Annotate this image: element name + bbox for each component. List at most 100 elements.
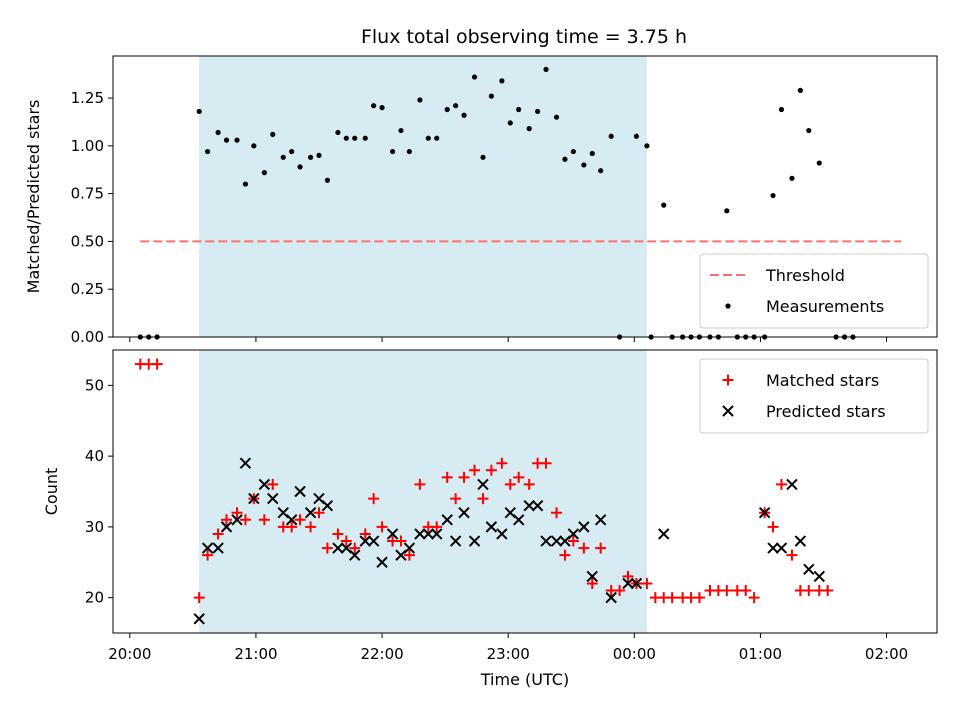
- data-point: [540, 535, 552, 547]
- data-point: [540, 457, 552, 469]
- data-point: [431, 528, 443, 540]
- data-point: [496, 528, 508, 540]
- data-point: [803, 563, 815, 576]
- data-point: [570, 148, 576, 155]
- legend-label: Predicted stars: [766, 402, 886, 421]
- data-point: [212, 528, 224, 540]
- data-point: [767, 521, 779, 533]
- data-point: [794, 535, 807, 547]
- data-point: [461, 112, 467, 118]
- data-point: [450, 493, 462, 505]
- data-point: [816, 160, 822, 166]
- data-point: [376, 556, 388, 568]
- observing-window-shade: [199, 350, 647, 633]
- data-point: [220, 521, 233, 533]
- data-point: [633, 133, 640, 139]
- y-axis-label: Matched/Predicted stars: [24, 100, 43, 294]
- data-point: [414, 478, 426, 490]
- data-point: [586, 570, 598, 583]
- data-point: [477, 493, 489, 505]
- data-point: [376, 521, 388, 533]
- data-point: [204, 148, 211, 155]
- data-point: [778, 106, 785, 113]
- data-point: [789, 175, 795, 181]
- data-point: [630, 577, 643, 590]
- y-tick-label: 0.00: [71, 328, 104, 346]
- data-point: [403, 542, 416, 554]
- data-point: [693, 592, 705, 604]
- data-point: [512, 514, 525, 526]
- legend-swatch: [725, 303, 731, 309]
- data-point: [551, 507, 563, 519]
- y-tick-label: 0.75: [71, 185, 104, 203]
- data-point: [767, 542, 779, 554]
- data-point: [403, 549, 415, 561]
- data-point: [589, 150, 595, 157]
- data-point: [239, 457, 252, 469]
- data-point: [740, 585, 752, 597]
- data-point: [389, 148, 396, 155]
- observing-window-shade: [199, 56, 647, 337]
- x-tick-label: 01:00: [739, 645, 782, 663]
- bottom-panel: 20 30 40 50 20:00 21:00 22:00 23:00 00:00 01:00 02…: [42, 349, 938, 689]
- data-point: [316, 152, 322, 159]
- legend-label: Measurements: [766, 297, 884, 316]
- legend-swatch: [722, 374, 734, 386]
- data-point: [523, 499, 535, 512]
- data-point: [343, 135, 349, 141]
- data-point: [658, 528, 670, 540]
- data-point: [488, 93, 494, 99]
- data-point: [242, 181, 249, 187]
- data-point: [661, 202, 667, 208]
- data-point: [531, 499, 544, 512]
- data-point: [231, 514, 243, 526]
- data-point: [201, 542, 214, 554]
- data-point: [614, 585, 626, 597]
- x-tick-label: 20:00: [108, 645, 151, 663]
- data-point: [504, 478, 516, 490]
- y-tick-label: 1.25: [71, 89, 104, 107]
- data-point: [434, 135, 440, 141]
- x-tick-label: 02:00: [865, 645, 908, 663]
- data-point: [499, 78, 505, 84]
- data-point: [258, 478, 271, 491]
- data-point: [332, 528, 344, 540]
- data-point: [471, 74, 478, 80]
- data-point: [324, 177, 331, 183]
- top-panel: 0.00 0.25 0.50 0.75 1.00 1.25 Matched/Predicte…: [24, 55, 938, 346]
- x-tick-label: 21:00: [234, 645, 277, 663]
- data-point: [379, 105, 385, 111]
- data-point: [641, 577, 653, 589]
- data-point: [349, 549, 361, 561]
- data-point: [151, 358, 163, 370]
- data-point: [417, 97, 423, 103]
- y-tick-label: 0.25: [71, 280, 104, 298]
- data-point: [352, 135, 358, 141]
- data-point: [441, 514, 453, 526]
- data-point: [806, 127, 812, 134]
- data-point: [395, 535, 407, 547]
- data-point: [258, 514, 270, 526]
- data-point: [535, 108, 541, 115]
- y-tick-label: 50: [85, 376, 104, 394]
- data-point: [598, 168, 604, 174]
- data-point: [221, 514, 233, 526]
- data-point: [425, 135, 431, 141]
- data-point: [359, 528, 371, 540]
- data-point: [231, 507, 243, 519]
- data-point: [567, 535, 579, 547]
- y-axis-label: Count: [42, 468, 61, 516]
- data-point: [289, 148, 295, 155]
- data-point: [349, 542, 361, 554]
- data-point: [449, 535, 462, 547]
- x-tick-label: 22:00: [360, 645, 403, 663]
- data-point: [193, 592, 205, 604]
- data-point: [480, 154, 486, 160]
- data-point: [724, 208, 730, 214]
- data-point: [307, 154, 314, 160]
- data-point: [550, 535, 563, 547]
- data-point: [239, 514, 251, 526]
- data-point: [786, 549, 798, 561]
- data-point: [304, 507, 317, 519]
- data-point: [431, 521, 443, 533]
